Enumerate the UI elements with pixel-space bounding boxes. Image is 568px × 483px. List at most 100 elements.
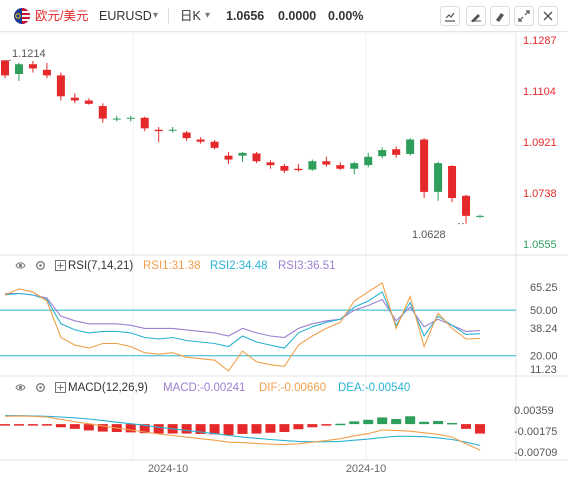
macd-histogram-bar	[13, 424, 24, 426]
price-axis: 1.1287 1.1104 1.0921 1.0738 1.0555	[523, 35, 557, 251]
candle-body	[406, 139, 415, 154]
candle-body	[266, 162, 275, 166]
dea-value: DEA:-0.00540	[338, 382, 411, 394]
macd-histogram-bar	[55, 424, 66, 428]
hide-indicator-icon[interactable]	[15, 260, 26, 271]
candle-body	[350, 163, 359, 169]
rsi3-value: RSI3:36.51	[278, 260, 336, 272]
rsi-axis-label: 11.23	[530, 364, 557, 376]
candle-body	[14, 64, 23, 74]
macd-histogram-bar	[433, 420, 444, 425]
candle-body	[336, 165, 345, 169]
macd-series	[0, 414, 485, 451]
macd-histogram-bar	[223, 424, 234, 436]
symbol-code[interactable]: EURUSD	[99, 9, 152, 23]
candlestick-series	[1, 59, 484, 225]
price-axis-label: 1.0921	[523, 137, 557, 149]
candle-body	[112, 118, 121, 120]
fullscreen-icon	[518, 10, 530, 22]
chart-toolbar: 欧元/美元 EURUSD ▾ 日K ▾ 1.0656 0.0000 0.00%	[0, 0, 568, 32]
candle-body	[378, 150, 387, 157]
rsi2-value: RSI2:34.48	[210, 260, 268, 272]
settings-gear-icon[interactable]	[35, 260, 46, 271]
candle-body	[1, 60, 9, 76]
macd-histogram-bar	[237, 424, 248, 434]
brush-icon	[471, 14, 481, 22]
macd-histogram-bar	[97, 424, 108, 432]
x-axis-label: 2024-10	[346, 463, 386, 475]
candle-body	[448, 165, 457, 199]
expand-indicator-icon[interactable]	[55, 382, 66, 393]
candle-body	[28, 64, 37, 69]
candle-body	[182, 132, 191, 139]
macd-histogram-bar	[475, 424, 485, 434]
candle-body	[84, 100, 93, 104]
fullscreen-button[interactable]	[514, 6, 534, 26]
macd-histogram-bar	[125, 424, 136, 433]
settings-gear-icon[interactable]	[35, 382, 46, 393]
macd-histogram-bar	[0, 424, 10, 426]
macd-histogram-bar	[279, 424, 290, 432]
macd-histogram-bar	[27, 424, 38, 426]
candle-body	[196, 139, 205, 142]
line-chart-button[interactable]	[440, 6, 460, 26]
hide-indicator-icon[interactable]	[15, 382, 26, 393]
low-price-annotation: 1.0628	[412, 229, 446, 241]
candle-body	[420, 139, 429, 192]
macd-histogram-bar	[307, 424, 318, 428]
macd-histogram-bar	[251, 424, 262, 434]
macd-histogram-bar	[153, 424, 164, 434]
rsi-series	[0, 281, 516, 372]
symbol-dropdown-icon[interactable]: ▾	[153, 10, 159, 21]
rsi-axis-label: 20.00	[530, 351, 558, 363]
candle-body	[70, 97, 79, 101]
macd-histogram-bar	[209, 424, 220, 435]
macd-histogram-bar	[195, 424, 206, 434]
macd-histogram-bar	[363, 419, 374, 425]
candle-body	[238, 152, 247, 156]
macd-histogram-bar	[447, 422, 458, 425]
candle-body	[308, 161, 317, 170]
macd-axis-label: -0.00175	[514, 426, 557, 438]
macd-value: MACD:-0.00241	[163, 382, 246, 394]
candle-body	[434, 163, 443, 192]
period-dropdown-icon[interactable]: ▾	[205, 10, 211, 21]
high-price-annotation: 1.1214	[12, 48, 46, 60]
expand-indicator-icon[interactable]	[55, 260, 66, 271]
macd-title: MACD(12,26,9)	[68, 382, 148, 394]
candle-body	[476, 215, 484, 217]
eu-us-flag-icon	[14, 8, 30, 24]
macd-histogram-bar	[377, 417, 388, 425]
macd-histogram-bar	[391, 419, 402, 425]
x-axis: 2024-10 2024-10	[148, 463, 386, 475]
macd-histogram-bar	[461, 424, 472, 429]
period-selector[interactable]: 日K	[180, 9, 201, 23]
macd-axis: 0.00359 -0.00175 -0.00709	[514, 405, 557, 459]
price-change: 0.0000	[278, 9, 317, 23]
macd-histogram-bar	[83, 424, 94, 431]
macd-histogram-bar	[69, 424, 80, 429]
rsi-axis-label: 65.25	[530, 282, 558, 294]
drawing-icon	[496, 13, 504, 22]
symbol-name-cn[interactable]: 欧元/美元	[35, 9, 89, 23]
close-button[interactable]	[538, 6, 558, 26]
price-axis-label: 1.0555	[523, 239, 557, 251]
candle-body	[322, 161, 331, 165]
last-price: 1.0656	[226, 9, 265, 23]
macd-histogram-bar	[349, 421, 360, 425]
candle-body	[210, 141, 219, 148]
macd-histogram-bar	[41, 424, 52, 426]
candle-body	[98, 106, 107, 119]
rsi3-line	[5, 292, 481, 339]
rsi1-line	[4, 281, 481, 372]
price-axis-label: 1.0738	[523, 188, 557, 200]
brush-button[interactable]	[466, 6, 486, 26]
rsi-axis-label: 50.00	[530, 305, 558, 317]
candle-body	[364, 156, 373, 166]
candle-body	[294, 168, 303, 171]
macd-histogram-bar	[419, 421, 430, 425]
drawing-button[interactable]	[490, 6, 510, 26]
